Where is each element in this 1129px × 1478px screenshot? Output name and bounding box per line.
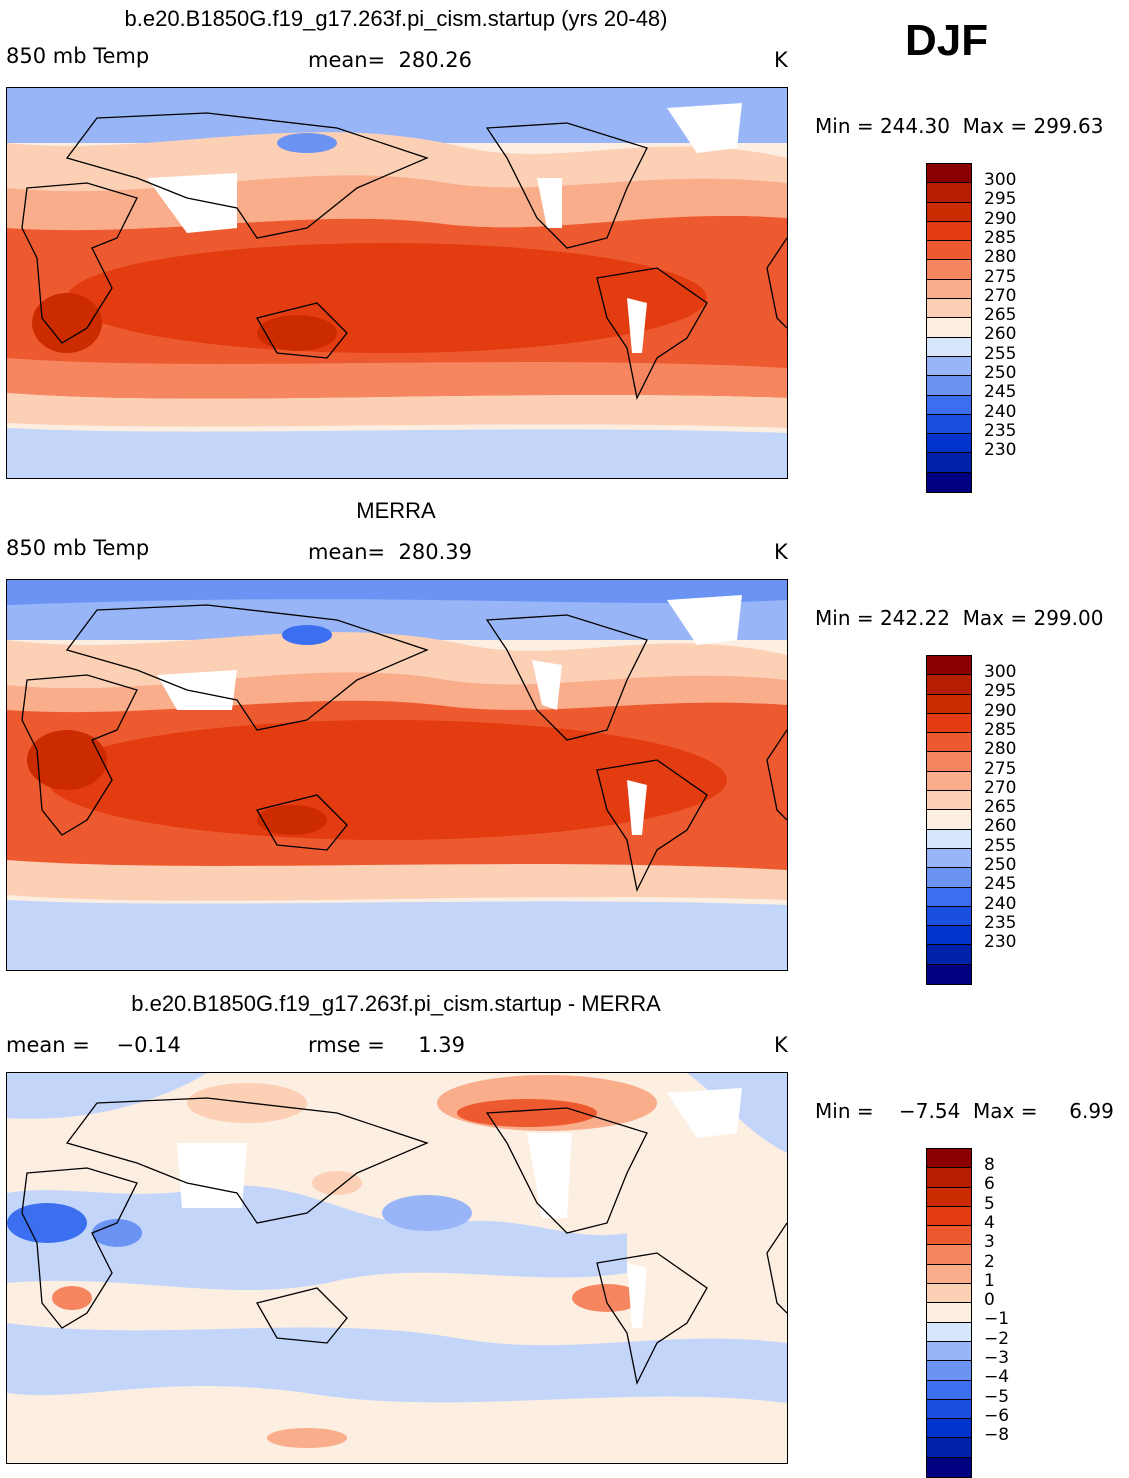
colorbar-tick-label: 270 — [984, 285, 1017, 306]
colorbar-tick-label: 300 — [984, 170, 1017, 190]
colorbar-tick-label: 240 — [984, 401, 1017, 422]
colorbar-tick-label: 285 — [984, 719, 1017, 740]
mean-label: mean= 280.26 — [308, 48, 472, 72]
colorbar-tick-label: 270 — [984, 777, 1017, 798]
colorbar-tick-label: 8 — [984, 1155, 995, 1175]
colorbar-tick-label: 275 — [984, 266, 1017, 287]
colorbar-tick-label: 0 — [984, 1290, 995, 1311]
difference-map — [6, 1072, 788, 1464]
mean-label: mean= 280.39 — [308, 540, 472, 564]
colorbar-tick-label: 260 — [984, 324, 1017, 345]
colorbar-tick-label: 250 — [984, 855, 1017, 875]
variable-label: 850 mb Temp — [6, 44, 150, 68]
colorbar-tick-label: 1 — [984, 1270, 995, 1291]
colorbar-tick-label: 300 — [984, 662, 1017, 682]
colorbar-tick-label: 250 — [984, 363, 1017, 383]
colorbar-tick-label: 245 — [984, 382, 1017, 403]
units-label: K — [774, 1033, 788, 1057]
colorbar-tick-label: 245 — [984, 874, 1017, 895]
colorbar-tick-label: 295 — [984, 681, 1017, 702]
colorbar-tick-label: 285 — [984, 227, 1017, 248]
colorbar — [926, 655, 972, 986]
units-label: K — [774, 540, 788, 564]
variable-label: 850 mb Temp — [6, 536, 150, 560]
colorbar-tick-label: −4 — [984, 1367, 1010, 1388]
panel-title: b.e20.B1850G.f19_g17.263f.pi_cism.startu… — [131, 991, 661, 1016]
colorbar-tick-label: −6 — [984, 1405, 1010, 1426]
colorbar-tick-label: −3 — [984, 1348, 1010, 1368]
panel-title: MERRA — [356, 498, 436, 523]
colorbar-tick-label: 255 — [984, 343, 1017, 364]
colorbar-tick-label: −2 — [984, 1328, 1010, 1349]
colorbar-tick-label: −5 — [984, 1386, 1010, 1407]
panel-title: b.e20.B1850G.f19_g17.263f.pi_cism.startu… — [124, 6, 668, 31]
minmax-label: Min = 242.22 Max = 299.00 — [815, 606, 1104, 630]
minmax-label: Min = 244.30 Max = 299.63 — [815, 114, 1104, 138]
colorbar-tick-label: 260 — [984, 816, 1017, 837]
colorbar-tick-label: 2 — [984, 1251, 995, 1272]
colorbar-tick-label: 290 — [984, 700, 1017, 721]
colorbar-tick-label: 265 — [984, 305, 1017, 326]
season-label: DJF — [905, 16, 989, 65]
colorbar — [926, 163, 972, 494]
colorbar-tick-label: 4 — [984, 1212, 995, 1233]
mean-label: mean = −0.14 — [6, 1033, 181, 1057]
colorbar — [926, 1148, 972, 1478]
colorbar-tick-label: 235 — [984, 420, 1017, 441]
colorbar-tick-label: −8 — [984, 1425, 1010, 1446]
units-label: K — [774, 48, 788, 72]
temperature-map — [6, 579, 788, 971]
colorbar-tick-label: 235 — [984, 912, 1017, 933]
colorbar-tick-label: 295 — [984, 189, 1017, 210]
colorbar-tick-label: 275 — [984, 758, 1017, 779]
colorbar-tick-label: 265 — [984, 797, 1017, 818]
minmax-label: Min = −7.54 Max = 6.99 — [815, 1099, 1114, 1123]
rmse-label: rmse = 1.39 — [308, 1033, 465, 1057]
colorbar-tick-label: 3 — [984, 1232, 995, 1253]
colorbar-tick-label: 280 — [984, 247, 1017, 268]
colorbar-tick-label: 230 — [984, 932, 1017, 953]
colorbar-tick-label: 255 — [984, 835, 1017, 856]
temperature-map — [6, 87, 788, 479]
colorbar-tick-label: 290 — [984, 208, 1017, 229]
colorbar-tick-label: 5 — [984, 1193, 995, 1214]
colorbar-tick-label: 6 — [984, 1174, 995, 1195]
colorbar-tick-label: 280 — [984, 739, 1017, 760]
colorbar-tick-label: 230 — [984, 440, 1017, 461]
colorbar-tick-label: 240 — [984, 893, 1017, 914]
colorbar-tick-label: −1 — [984, 1309, 1010, 1330]
